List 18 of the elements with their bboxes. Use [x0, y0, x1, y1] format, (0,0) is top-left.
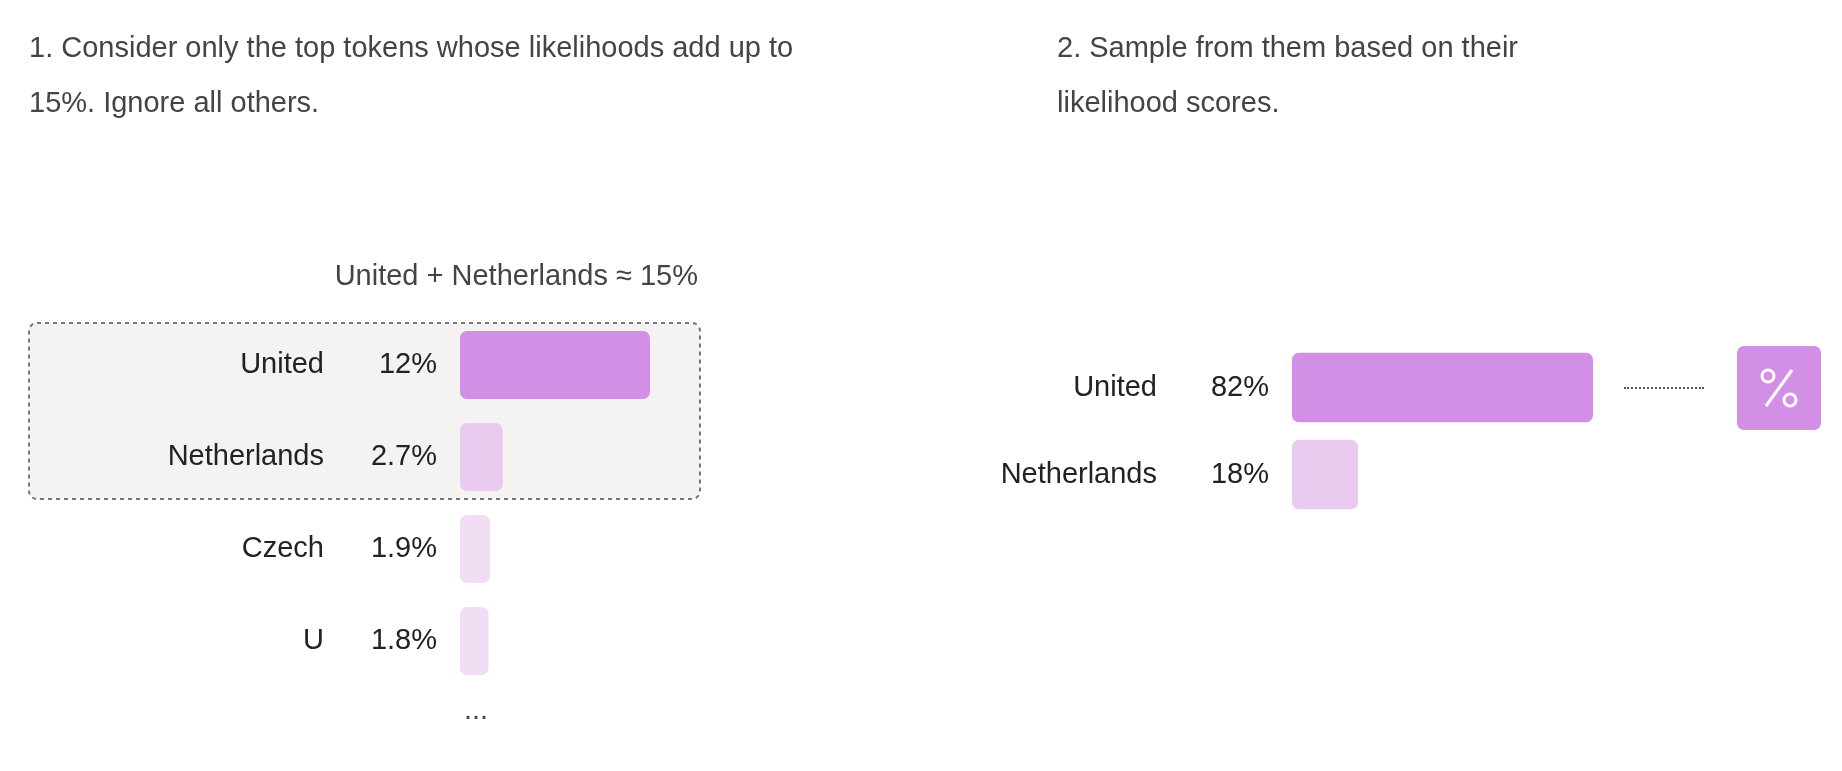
data-label: 2.7%: [370, 439, 437, 471]
y-tick-label: U: [303, 623, 324, 655]
band-label: United + Netherlands ≈ 15%: [334, 259, 698, 292]
chart-title: 1. Consider only the top tokens whose likelihoods add up to 15%. Ignore all others.: [29, 30, 795, 120]
data-label: 18%: [1210, 456, 1269, 489]
y-tick-label: Czech: [241, 531, 324, 563]
data-label: 1.9%: [370, 531, 437, 563]
data-label: 82%: [1210, 369, 1269, 402]
text: ...: [464, 693, 489, 726]
y-tick-label: United: [240, 347, 324, 379]
y-tick-label: Netherlands: [167, 439, 324, 471]
bar: [460, 606, 489, 676]
y-tick-label: United: [1073, 369, 1157, 402]
y-tick-label: Netherlands: [1000, 456, 1157, 489]
chart-title: 2. Sample from them based on their likelihood scores.: [1057, 30, 1519, 120]
data-label: 1.8%: [370, 623, 437, 655]
data-label: 12%: [378, 347, 437, 379]
bar: [460, 514, 491, 584]
